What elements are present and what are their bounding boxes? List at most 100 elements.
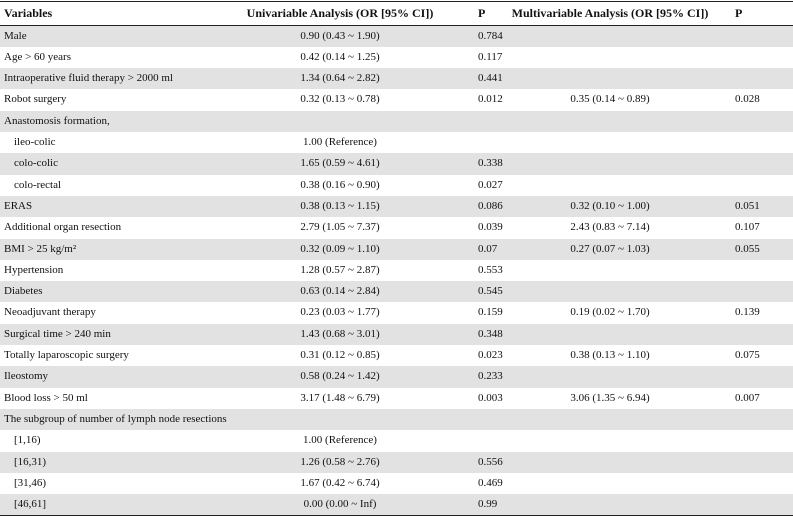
value-cell: 1.65 (0.59 ~ 4.61) xyxy=(300,157,380,170)
value-cell: 0.58 (0.24 ~ 1.42) xyxy=(300,370,380,383)
value-cell: 0.441 xyxy=(478,72,503,85)
header-cell: P xyxy=(735,6,743,20)
variable-cell: Hypertension xyxy=(4,263,64,276)
table-row: Neoadjuvant therapy 0.23 (0.03 ~ 1.77) 0.1… xyxy=(0,302,793,323)
variable-cell: Neoadjuvant therapy xyxy=(4,306,96,319)
value-cell: 0.086 xyxy=(478,199,503,212)
table-row: ERAS 0.38 (0.13 ~ 1.15) 0.086 0.32 (0.10 ~ … xyxy=(0,195,793,218)
table-row: colo-rectal 0.38 (0.16 ~ 0.90) 0.027 xyxy=(0,175,793,196)
value-cell: 2.79 (1.05 ~ 7.37) xyxy=(300,221,380,234)
table-row: ileo-colic 1.00 (Reference) xyxy=(0,132,793,153)
value-cell: 0.42 (0.14 ~ 1.25) xyxy=(300,50,380,63)
variable-cell: Anastomosis formation, xyxy=(4,114,110,127)
variable-cell: [16,31) xyxy=(14,455,47,468)
value-cell: 0.784 xyxy=(478,29,503,42)
value-cell: 0.32 (0.09 ~ 1.10) xyxy=(300,242,380,255)
table-row: Hypertension 1.28 (0.57 ~ 2.87) 0.553 xyxy=(0,260,793,281)
value-cell: 0.055 xyxy=(735,242,760,255)
value-cell: 0.32 (0.13 ~ 0.78) xyxy=(300,93,380,106)
table-row: Blood loss > 50 ml 3.17 (1.48 ~ 6.79) 0.00… xyxy=(0,388,793,409)
variable-cell: colo-rectal xyxy=(14,178,62,191)
table-row: [31,46) 1.67 (0.42 ~ 6.74) 0.469 xyxy=(0,473,793,494)
value-cell: 0.38 (0.16 ~ 0.90) xyxy=(300,178,380,191)
value-cell: 0.545 xyxy=(478,285,503,298)
value-cell: 0.139 xyxy=(735,306,760,319)
variable-cell: Age > 60 years xyxy=(4,50,71,63)
table-row: Ileostomy 0.58 (0.24 ~ 1.42) 0.233 xyxy=(0,366,793,388)
variable-cell: Additional organ resection xyxy=(4,221,122,234)
value-cell: 0.19 (0.02 ~ 1.70) xyxy=(570,306,650,319)
value-cell: 0.023 xyxy=(478,349,503,361)
value-cell: 0.007 xyxy=(735,391,760,404)
variable-cell: Diabetes xyxy=(4,285,43,298)
value-cell: 0.039 xyxy=(478,221,503,234)
value-cell: 0.338 xyxy=(478,157,503,170)
value-cell: 0.107 xyxy=(735,221,760,234)
table-row: The subgroup of number of lymph node res… xyxy=(0,408,793,431)
value-cell: 3.17 (1.48 ~ 6.79) xyxy=(300,391,380,404)
value-cell: 0.38 (0.13 ~ 1.10) xyxy=(570,349,650,361)
value-cell: 1.26 (0.58 ~ 2.76) xyxy=(300,455,380,468)
value-cell: 0.00 (0.00 ~ Inf) xyxy=(303,498,377,511)
variable-cell: Surgical time > 240 min xyxy=(4,327,111,340)
value-cell: 0.051 xyxy=(735,199,760,212)
value-cell: 0.233 xyxy=(478,370,503,383)
value-cell: 0.117 xyxy=(478,50,503,63)
table-row: Surgical time > 240 min 1.43 (0.68 ~ 3.01… xyxy=(0,323,793,345)
value-cell: 1.28 (0.57 ~ 2.87) xyxy=(300,263,380,276)
variable-cell: Ileostomy xyxy=(4,370,48,383)
table-row: Robot surgery 0.32 (0.13 ~ 0.78) 0.012 0.35… xyxy=(0,89,793,110)
value-cell: 0.35 (0.14 ~ 0.89) xyxy=(570,93,650,106)
value-cell: 0.003 xyxy=(478,391,503,404)
variable-cell: ERAS xyxy=(4,199,33,212)
value-cell: 0.027 xyxy=(478,178,503,191)
value-cell: 0.31 (0.12 ~ 0.85) xyxy=(300,349,380,361)
value-cell: 0.159 xyxy=(478,306,503,319)
variable-cell: [1,16) xyxy=(14,434,41,447)
table-row: [1,16) 1.00 (Reference) xyxy=(0,430,793,451)
value-cell: 0.348 xyxy=(478,327,503,340)
table-row: Totally laparoscopic surgery 0.31 (0.12 ~… xyxy=(0,345,793,366)
table-row: Additional organ resection 2.79 (1.05 ~ 7… xyxy=(0,217,793,238)
value-cell: 1.43 (0.68 ~ 3.01) xyxy=(300,327,380,340)
value-cell: 1.00 (Reference) xyxy=(303,434,377,447)
header-cell: P xyxy=(478,6,486,20)
value-cell: 2.43 (0.83 ~ 7.14) xyxy=(570,221,650,234)
table-row: Diabetes 0.63 (0.14 ~ 2.84) 0.545 xyxy=(0,281,793,303)
value-cell: 0.469 xyxy=(478,476,503,489)
value-cell: 0.38 (0.13 ~ 1.15) xyxy=(300,199,380,212)
value-cell: 0.075 xyxy=(735,349,760,361)
value-cell: 0.028 xyxy=(735,93,760,106)
table-row: Male 0.90 (0.43 ~ 1.90) 0.784 xyxy=(0,25,793,47)
table-row: colo-colic 1.65 (0.59 ~ 4.61) 0.338 xyxy=(0,153,793,175)
value-cell: 1.34 (0.64 ~ 2.82) xyxy=(300,72,380,85)
value-cell: 0.90 (0.43 ~ 1.90) xyxy=(300,29,380,42)
variable-cell: Male xyxy=(4,29,27,42)
variable-cell: BMI > 25 kg/m² xyxy=(4,242,77,255)
value-cell: 0.99 xyxy=(478,498,498,511)
value-cell: 0.012 xyxy=(478,93,503,106)
value-cell: 0.27 (0.07 ~ 1.03) xyxy=(570,242,650,255)
table-row: Anastomosis formation, xyxy=(0,110,793,132)
variable-cell: Intraoperative fluid therapy > 2000 ml xyxy=(4,72,174,85)
value-cell: 0.556 xyxy=(478,455,503,468)
variable-cell: Blood loss > 50 ml xyxy=(4,391,88,404)
table-row: [16,31) 1.26 (0.58 ~ 2.76) 0.556 xyxy=(0,451,793,473)
table-row: BMI > 25 kg/m² 0.32 (0.09 ~ 1.10) 0.07 0.27… xyxy=(0,238,793,260)
value-cell: 0.32 (0.10 ~ 1.00) xyxy=(570,199,650,212)
variable-cell: Totally laparoscopic surgery xyxy=(4,349,129,361)
value-cell: 3.06 (1.35 ~ 6.94) xyxy=(570,391,650,404)
value-cell: 1.67 (0.42 ~ 6.74) xyxy=(300,476,380,489)
variable-cell: The subgroup of number of lymph node res… xyxy=(4,412,227,425)
header-cell: Multivariable Analysis (OR [95% CI]) xyxy=(511,6,709,20)
header-cell: Variables xyxy=(4,6,53,20)
variable-cell: [46,61] xyxy=(14,498,47,511)
header-row: Variables Univariable Analysis (OR [95% C… xyxy=(0,1,793,26)
table-row: [46,61] 0.00 (0.00 ~ Inf) 0.99 xyxy=(0,494,793,517)
table-row: Age > 60 years 0.42 (0.14 ~ 1.25) 0.117 xyxy=(0,47,793,68)
value-cell: 0.63 (0.14 ~ 2.84) xyxy=(300,285,380,298)
variable-cell: Robot surgery xyxy=(4,93,67,106)
table-row: Intraoperative fluid therapy > 2000 ml 1.… xyxy=(0,68,793,90)
variable-cell: colo-colic xyxy=(14,157,58,170)
